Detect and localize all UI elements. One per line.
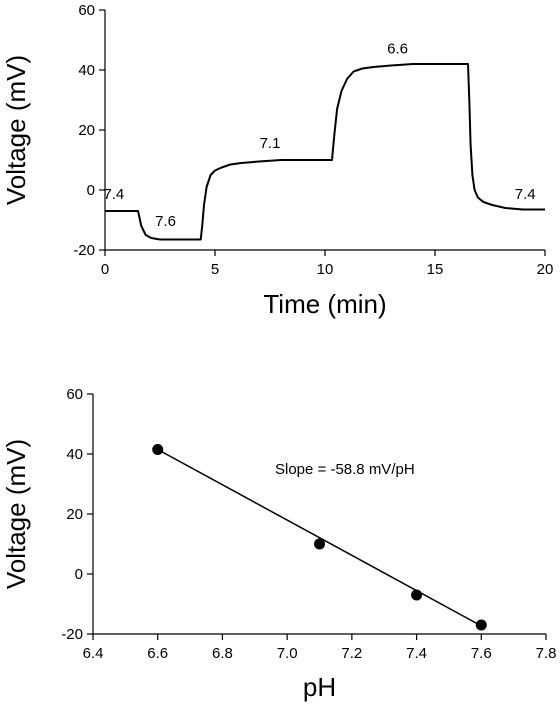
top-series-group (105, 63, 545, 241)
bottom-x-tick-label: 7.2 (341, 645, 362, 662)
ph-label: 7.4 (103, 186, 124, 203)
bottom-y-tick-label: 0 (75, 566, 83, 583)
bottom-y-tick-label: 60 (66, 386, 83, 403)
top-x-tick-label: 20 (537, 261, 554, 278)
top-x-tick-label: 0 (101, 261, 109, 278)
bottom-x-tick-label: 7.4 (406, 645, 427, 662)
data-point (411, 589, 423, 601)
top-annotations: 7.4 7.6 7.1 6.6 7.4 (103, 41, 535, 231)
bottom-y-tick-label: 20 (66, 506, 83, 523)
top-y-axis-title: Voltage (mV) (1, 55, 31, 205)
top-x-tick-label: 10 (317, 261, 334, 278)
bottom-x-tick-label: 7.0 (277, 645, 298, 662)
top-y-tick-label: 40 (78, 62, 95, 79)
top-y-tick-label: 60 (78, 2, 95, 19)
data-point (314, 538, 325, 550)
bottom-axes: 6.4 6.6 6.8 7.0 7.2 7.4 7.6 7.8 -20 0 20 40 60 (61, 386, 556, 662)
bottom-x-axis-title: pH (303, 672, 336, 702)
top-x-tick-label: 15 (427, 261, 444, 278)
bottom-series-group (152, 444, 487, 631)
voltage-time-chart: 0 5 10 15 20 -20 0 20 40 60 7.4 7.6 7.1 6.6 7.4 Time … (1, 2, 553, 319)
ph-label: 7.6 (155, 213, 176, 230)
slope-annotation: Slope = -58.8 mV/pH (275, 461, 415, 478)
top-x-axis-title: Time (min) (263, 289, 386, 319)
top-y-tick-label: 0 (87, 182, 95, 199)
ph-label: 7.4 (515, 186, 536, 203)
ph-label: 7.1 (260, 135, 281, 152)
bottom-x-tick-label: 6.6 (147, 645, 168, 662)
top-axes: 0 5 10 15 20 -20 0 20 40 60 (73, 2, 553, 278)
top-x-tick-label: 5 (211, 261, 219, 278)
bottom-x-tick-label: 6.4 (83, 645, 104, 662)
bottom-x-tick-label: 7.6 (471, 645, 492, 662)
ph-label: 6.6 (387, 41, 408, 58)
bottom-y-axis-title: Voltage (mV) (1, 439, 31, 589)
bottom-y-tick-label: -20 (61, 626, 83, 643)
fit-line (157, 448, 482, 627)
top-y-tick-label: -20 (73, 242, 95, 259)
bottom-x-tick-label: 6.8 (212, 645, 233, 662)
data-point (475, 619, 487, 631)
top-y-tick-label: 20 (78, 122, 95, 139)
data-point (152, 444, 164, 455)
voltage-trace (105, 63, 545, 241)
voltage-ph-chart: 6.4 6.6 6.8 7.0 7.2 7.4 7.6 7.8 -20 0 20 40 60 Slope… (1, 386, 556, 702)
bottom-x-tick-label: 7.8 (536, 645, 557, 662)
bottom-y-tick-label: 40 (66, 446, 83, 463)
